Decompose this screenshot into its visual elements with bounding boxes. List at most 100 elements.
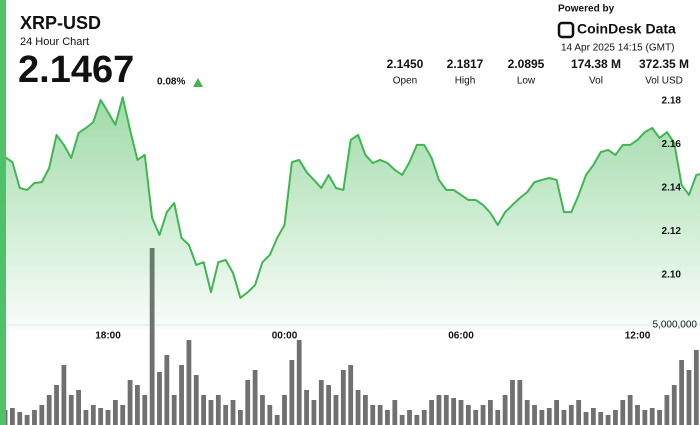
volume-bar bbox=[318, 380, 324, 425]
volume-bar bbox=[135, 385, 140, 425]
volume-bar bbox=[164, 355, 170, 425]
volume-bar bbox=[377, 405, 383, 425]
volume-bar bbox=[517, 380, 523, 425]
volume-bar bbox=[458, 400, 464, 425]
volume-bar bbox=[480, 405, 486, 425]
volume-bar bbox=[429, 400, 434, 425]
volume-bar bbox=[120, 405, 126, 425]
volume-bar bbox=[208, 400, 214, 425]
volume-bar bbox=[502, 395, 508, 425]
volume-bar bbox=[340, 370, 346, 425]
volume-bar bbox=[76, 390, 81, 425]
volume-bar bbox=[510, 380, 515, 425]
volume-bar bbox=[488, 400, 493, 425]
volume-bar bbox=[46, 395, 52, 425]
title: XRP-USD bbox=[20, 13, 101, 33]
x-tick-label: 06:00 bbox=[448, 331, 474, 342]
volume-bar bbox=[465, 405, 471, 425]
volume-bar bbox=[326, 385, 332, 425]
plot: 5,000,0002.102.122.142.162.1818:0000:000… bbox=[0, 96, 700, 425]
volume-bar bbox=[613, 410, 618, 425]
volume-bar bbox=[54, 385, 59, 425]
change: 0.08% bbox=[157, 77, 185, 88]
volume-bar bbox=[649, 408, 655, 425]
volume-bar bbox=[179, 365, 184, 425]
volume-bar bbox=[451, 398, 457, 425]
brand: CoinDesk Data bbox=[577, 21, 676, 37]
volume-bar bbox=[355, 390, 361, 425]
volume-bar bbox=[201, 395, 207, 425]
volume-bar bbox=[620, 400, 626, 425]
volume-bar bbox=[679, 360, 685, 425]
volume-bar bbox=[215, 395, 221, 425]
volume-bar bbox=[686, 370, 692, 425]
timestamp: 14 Apr 2025 14:15 (GMT) bbox=[561, 43, 674, 54]
volume-bar bbox=[24, 415, 30, 425]
stat-label: Low bbox=[517, 76, 536, 87]
volume-bar bbox=[17, 412, 23, 425]
volume-bar bbox=[311, 400, 317, 425]
volume-bar bbox=[149, 248, 155, 425]
volume-bar bbox=[532, 405, 537, 425]
volume-bar bbox=[142, 395, 148, 425]
volume-bar bbox=[568, 405, 574, 425]
stat-label: Vol bbox=[589, 76, 603, 87]
volume-bar bbox=[664, 395, 670, 425]
volume-bar bbox=[671, 385, 677, 425]
y-tick-label: 2.14 bbox=[662, 183, 682, 194]
x-tick-label: 12:00 bbox=[625, 331, 651, 342]
volume-bar bbox=[539, 410, 545, 425]
volume-bar bbox=[90, 405, 96, 425]
volume-bar bbox=[657, 410, 662, 425]
volume-bar bbox=[245, 380, 251, 425]
volume-bar bbox=[407, 410, 412, 425]
volume-bar bbox=[436, 395, 442, 425]
volume-bar bbox=[260, 395, 265, 425]
volume-bar bbox=[399, 415, 405, 425]
subtitle: 24 Hour Chart bbox=[20, 36, 89, 48]
y-tick-label: 2.18 bbox=[662, 96, 682, 107]
volume-bar bbox=[583, 412, 589, 425]
stat-label: Open bbox=[393, 76, 417, 87]
volume-bar bbox=[554, 400, 560, 425]
volume-bar bbox=[296, 340, 302, 425]
volume-bar bbox=[10, 408, 15, 425]
stat-label: High bbox=[455, 76, 476, 87]
volume-bar bbox=[127, 380, 133, 425]
volume-bar bbox=[171, 395, 177, 425]
powered-by: Powered by bbox=[558, 4, 615, 15]
volume-bar bbox=[348, 365, 354, 425]
volume-bar bbox=[473, 410, 479, 425]
stats: 2.1450 Open 2.1817 High 2.0895 Low 174.38 M Vol… bbox=[387, 57, 689, 86]
volume-bar bbox=[39, 405, 45, 425]
volume-bar bbox=[186, 340, 192, 425]
y-tick-label: 2.16 bbox=[662, 139, 682, 150]
volume-bar bbox=[524, 400, 530, 425]
volume-bar bbox=[635, 405, 640, 425]
volume-bar bbox=[693, 350, 699, 425]
stat-value: 174.38 M bbox=[571, 57, 621, 71]
volume-bar bbox=[83, 410, 89, 425]
volume-bar bbox=[598, 412, 604, 425]
volume-bar bbox=[363, 395, 368, 425]
price-area bbox=[0, 97, 700, 330]
volume-bar bbox=[414, 415, 420, 425]
accent-bar bbox=[0, 0, 6, 425]
volume-bar bbox=[237, 410, 243, 425]
volume-bar bbox=[627, 395, 633, 425]
volume-bar bbox=[421, 410, 427, 425]
volume-bar bbox=[61, 365, 67, 425]
volume-bar bbox=[370, 405, 376, 425]
volume-bar bbox=[274, 415, 280, 425]
x-tick-label: 00:00 bbox=[272, 331, 298, 342]
volume-bar bbox=[385, 410, 390, 425]
volume-bar bbox=[68, 395, 74, 425]
volume-bar bbox=[282, 395, 287, 425]
brand-logo bbox=[557, 21, 575, 39]
y-tick-label: 2.12 bbox=[662, 226, 682, 237]
x-tick-label: 18:00 bbox=[95, 331, 121, 342]
volume-bar bbox=[112, 400, 118, 425]
volume-bar bbox=[333, 395, 339, 425]
stat-value: 372.35 M bbox=[639, 57, 689, 71]
